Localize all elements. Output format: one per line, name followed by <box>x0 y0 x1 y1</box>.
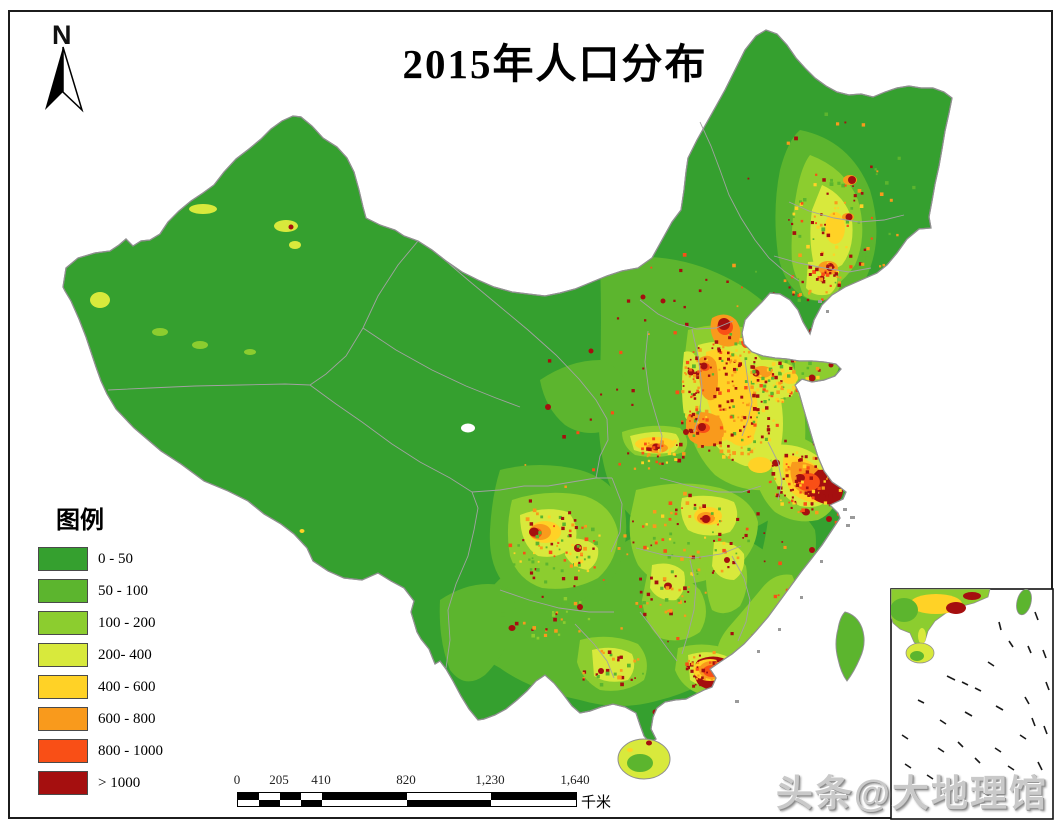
scale-bar-segment <box>491 793 576 800</box>
taiwan-island <box>835 611 865 682</box>
legend-row: 400 - 600 <box>38 675 228 699</box>
province-borders <box>107 121 905 679</box>
legend-row: > 1000 <box>38 771 228 795</box>
scale-tick-label: 0 <box>233 772 241 787</box>
scale-bar-segment <box>407 799 491 806</box>
scale-bar-segment <box>322 793 407 800</box>
legend-swatch <box>38 611 88 635</box>
legend-swatch <box>38 771 88 795</box>
scale-tick-label: 410 <box>311 772 331 787</box>
legend: 图例 0 - 50 50 - 100 100 - 200 200- 400 400 - … <box>38 500 228 803</box>
scale-bar-unit: 千米 <box>581 795 612 811</box>
legend-row: 800 - 1000 <box>38 739 228 763</box>
scale-tick-label: 820 <box>396 772 416 787</box>
legend-title: 图例 <box>56 508 104 534</box>
legend-class-label: 800 - 1000 <box>98 742 163 759</box>
coastal-islets <box>735 300 855 703</box>
density-regions <box>90 130 877 715</box>
scale-bar-segment <box>280 793 301 800</box>
legend-row: 0 - 50 <box>38 547 228 571</box>
scale-tick-label: 1,640 <box>560 772 590 787</box>
legend-swatch <box>38 707 88 731</box>
legend-swatch <box>38 739 88 763</box>
scale-tick-label: 1,230 <box>475 772 505 787</box>
north-arrow: N <box>30 18 100 118</box>
legend-class-label: 400 - 600 <box>98 678 156 695</box>
legend-swatch <box>38 579 88 603</box>
legend-class-label: 600 - 800 <box>98 710 156 727</box>
legend-class-label: > 1000 <box>98 774 141 791</box>
legend-swatch <box>38 675 88 699</box>
north-arrow-icon <box>45 46 84 113</box>
legend-row: 100 - 200 <box>38 611 228 635</box>
scale-bar-bar <box>237 792 577 807</box>
scale-bar-segment <box>259 799 280 806</box>
north-label: N <box>52 20 72 50</box>
legend-swatch <box>38 547 88 571</box>
watermark: 头条@大地理馆 <box>775 773 1048 814</box>
scale-bar: 0 205 410 820 1,230 1,640 千米 <box>233 772 647 812</box>
scale-bar-segment <box>301 799 322 806</box>
scale-bar-labels: 0 205 410 820 1,230 1,640 <box>233 772 590 788</box>
islands-dashes <box>901 611 1050 797</box>
legend-swatch <box>38 643 88 667</box>
hainan-island <box>617 738 671 780</box>
legend-class-label: 200- 400 <box>98 646 152 663</box>
legend-class-label: 0 - 50 <box>98 550 133 567</box>
legend-class-label: 50 - 100 <box>98 582 148 599</box>
inset-map-south-china-sea <box>890 588 1054 820</box>
scale-tick-label: 205 <box>269 772 289 787</box>
legend-row: 600 - 800 <box>38 707 228 731</box>
legend-row: 50 - 100 <box>38 579 228 603</box>
map-title: 2015年人口分布 <box>402 41 708 87</box>
scale-bar-segment <box>238 793 259 800</box>
legend-row: 200- 400 <box>38 643 228 667</box>
legend-class-label: 100 - 200 <box>98 614 156 631</box>
